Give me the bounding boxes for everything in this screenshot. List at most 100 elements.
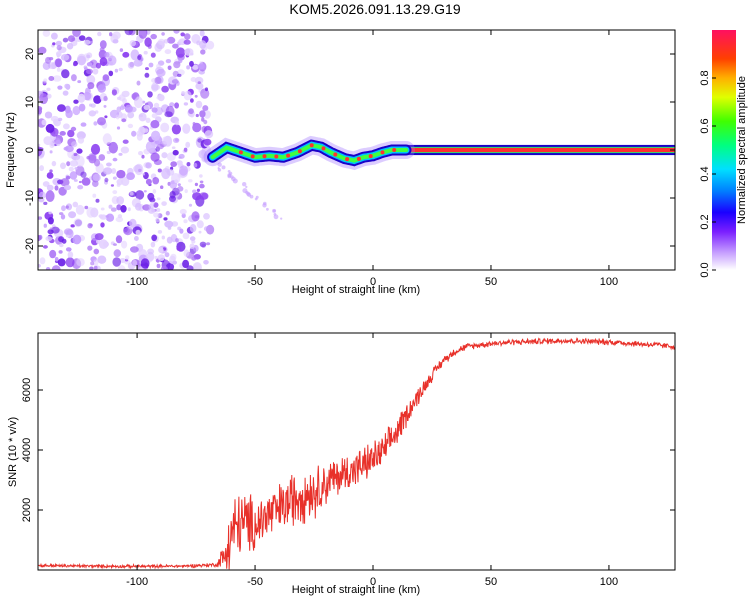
colorbar: 0.0 0.2 0.4 0.6 0.8 Normalized spectral ampl… (699, 30, 748, 278)
noise-blob (55, 40, 63, 47)
noise-blob (60, 162, 66, 170)
noise-blob (119, 48, 124, 52)
noise-blob (147, 91, 153, 98)
noise-blob (60, 214, 66, 220)
noise-blob (144, 37, 152, 47)
spectrogram-y-tick-label: -10 (24, 190, 36, 206)
noise-blob (47, 217, 54, 225)
noise-blob (161, 85, 169, 93)
noise-blob (171, 124, 181, 135)
snr-x-ticks: -100 -50 0 50 100 (126, 333, 618, 588)
tail-blob (242, 182, 247, 187)
noise-blob (182, 232, 190, 240)
noise-blob (51, 32, 58, 40)
noise-blob (104, 52, 110, 58)
snr-line (38, 337, 675, 570)
noise-blob (78, 180, 82, 184)
noise-blob (75, 204, 85, 215)
noise-blob (160, 185, 164, 189)
noise-blob (45, 190, 55, 202)
noise-blob (94, 233, 104, 241)
noise-blob (202, 105, 209, 112)
noise-blob (110, 207, 117, 212)
noise-blob (156, 197, 161, 201)
snr-x-tick-label: 50 (485, 576, 497, 588)
noise-blob (203, 260, 209, 265)
noise-blob (189, 224, 197, 233)
noise-blob (62, 37, 69, 43)
noise-blob (65, 175, 71, 180)
noise-blob (73, 179, 78, 182)
noise-blob (93, 95, 102, 104)
noise-blob (59, 107, 64, 111)
tail-blob (266, 207, 269, 211)
noise-blob (195, 113, 199, 118)
noise-blob (75, 155, 85, 167)
noise-blob (154, 76, 162, 85)
colorbar-tick-label: 0.0 (699, 262, 711, 277)
noise-blob (158, 247, 164, 254)
noise-blob (151, 82, 159, 92)
noise-blob (38, 146, 43, 157)
tail-blob (227, 174, 232, 179)
noise-blob (199, 241, 207, 248)
noise-blob (99, 40, 107, 49)
noise-blob (113, 243, 117, 246)
noise-blob (39, 257, 46, 265)
noise-blob (92, 179, 99, 188)
noise-blob (143, 50, 148, 55)
noise-blob (65, 109, 73, 119)
noise-blob (189, 60, 194, 67)
noise-blob (184, 189, 188, 194)
noise-blob (117, 214, 123, 219)
noise-blob (72, 105, 81, 116)
noise-blob (156, 263, 161, 269)
noise-blob (199, 110, 206, 118)
noise-blob (112, 39, 119, 44)
noise-blob (180, 32, 185, 37)
noise-blob (90, 261, 95, 266)
noise-blob (114, 68, 119, 73)
noise-blob (77, 137, 85, 144)
noise-blob (157, 94, 165, 102)
noise-blob (77, 55, 86, 66)
noise-blob (38, 143, 41, 147)
noise-blob (115, 114, 120, 120)
noise-blob (150, 201, 155, 206)
noise-blob (172, 43, 179, 49)
noise-blob (105, 215, 110, 218)
noise-blob (113, 249, 122, 258)
spectrogram-ylabel: Frequency (Hz) (5, 112, 17, 188)
noise-blob (68, 166, 74, 172)
noise-blob (95, 62, 101, 69)
noise-blob (189, 236, 196, 241)
noise-blob (203, 119, 208, 125)
noise-blob (150, 33, 157, 40)
noise-blob (65, 257, 75, 268)
noise-blob (204, 130, 213, 139)
noise-blob (57, 85, 63, 90)
noise-blob (112, 176, 117, 180)
noise-blob (130, 246, 139, 253)
noise-blob (152, 177, 160, 185)
noise-blob (71, 74, 77, 82)
noise-blob (46, 87, 51, 92)
noise-blob (55, 58, 63, 68)
noise-blob (38, 235, 42, 242)
noise-blob (118, 67, 123, 72)
noise-blob (134, 236, 139, 241)
noise-blob (122, 51, 130, 58)
noise-blob (140, 258, 150, 269)
noise-blob (145, 141, 156, 153)
noise-blob (160, 122, 170, 133)
noise-blob (206, 242, 211, 246)
noise-blob (204, 87, 209, 92)
noise-blob (93, 158, 101, 167)
noise-blob (147, 207, 156, 214)
ridge-peak (392, 148, 397, 152)
noise-blob (138, 126, 146, 135)
noise-blob (70, 224, 75, 228)
noise-blob (177, 73, 182, 77)
noise-blob (97, 84, 106, 93)
noise-blob (49, 142, 55, 149)
